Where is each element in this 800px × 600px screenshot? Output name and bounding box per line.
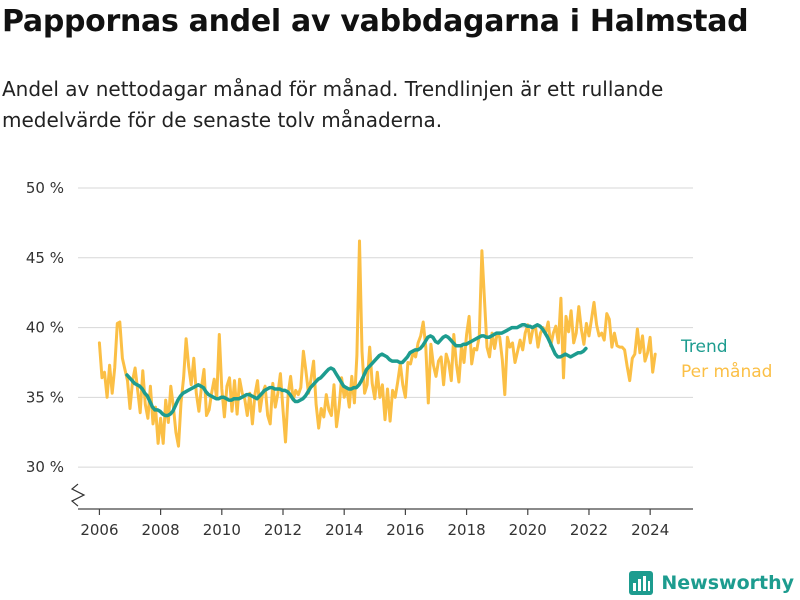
x-tick-label: 2008 — [142, 521, 180, 539]
brand-name: Newsworthy — [661, 572, 794, 594]
x-axis — [70, 483, 693, 515]
series-line-per-manad — [97, 239, 657, 448]
bar-chart-logo-icon — [629, 571, 654, 595]
x-tick-label: 2022 — [570, 521, 608, 539]
x-tick-label: 2012 — [264, 521, 302, 539]
y-tick-label: 30 % — [26, 458, 64, 476]
y-axis-tick-labels: 30 % 35 % 40 % 45 % 50 % — [26, 179, 64, 476]
axis-break-mark — [70, 483, 86, 507]
x-tick-label: 2010 — [203, 521, 241, 539]
series-lines — [97, 239, 657, 448]
x-tick-label: 2018 — [447, 521, 485, 539]
x-tick-label: 2016 — [386, 521, 424, 539]
x-tick-label: 2024 — [631, 521, 669, 539]
chart-title: Pappornas andel av vabbdagarna i Halmsta… — [2, 4, 749, 39]
x-axis-tick-labels: 2006 2008 2010 2012 2014 2016 2018 2020 2022 2024 — [80, 521, 669, 539]
legend-per-manad: Per månad — [681, 361, 772, 382]
y-tick-label: 40 % — [26, 319, 64, 337]
chart-subtitle: Andel av nettodagar månad för månad. Tre… — [2, 77, 664, 132]
newsworthy-brand: Newsworthy — [629, 571, 794, 595]
legend: Trend Per månad — [680, 337, 772, 382]
y-tick-label: 50 % — [26, 179, 64, 197]
grid-lines — [78, 187, 693, 468]
x-tick-label: 2014 — [325, 521, 363, 539]
series-line-trend — [125, 323, 588, 418]
x-tick-label: 2020 — [509, 521, 547, 539]
y-tick-label: 35 % — [26, 388, 64, 406]
x-tick-label: 2006 — [80, 521, 118, 539]
y-tick-label: 45 % — [26, 249, 64, 267]
legend-trend: Trend — [680, 337, 728, 357]
